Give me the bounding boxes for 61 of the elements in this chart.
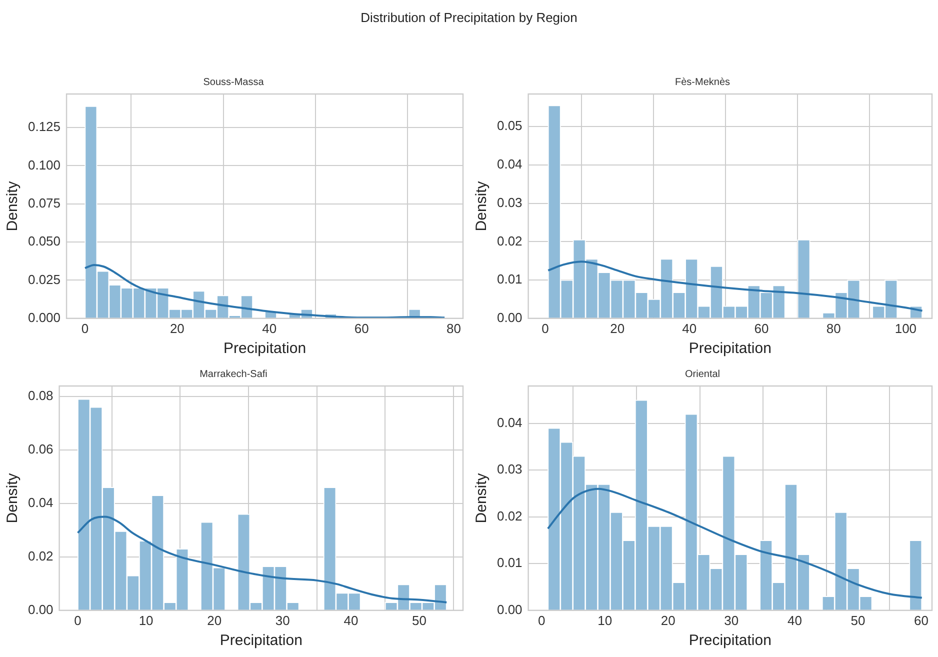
x-tick-label: 40	[262, 320, 277, 336]
y-tick-label: 0.00	[496, 310, 522, 325]
x-tick-label: 40	[344, 612, 358, 628]
y-tick-label: 0.03	[496, 462, 522, 477]
y-axis-title: Density	[473, 472, 490, 524]
y-tick-label: 0.08	[28, 388, 54, 404]
x-tick-label: 0	[81, 320, 89, 336]
y-tick-label: 0.04	[496, 414, 522, 430]
y-tick-label: 0.075	[28, 195, 61, 210]
x-axis-title: Precipitation	[220, 632, 302, 650]
chart-title: Marrakech-Safi	[200, 368, 268, 380]
y-tick-label: 0.04	[496, 156, 522, 172]
x-tick-label: 10	[598, 612, 612, 628]
x-tick-label: 30	[724, 612, 739, 628]
x-tick-label: 20	[610, 320, 625, 336]
x-tick-label: 20	[170, 320, 184, 336]
y-tick-label: 0.02	[496, 233, 522, 248]
x-tick-label: 20	[660, 612, 676, 628]
x-tick-label: 100	[894, 320, 917, 336]
line-series	[84, 264, 446, 318]
x-tick-label: 0	[538, 612, 546, 628]
y-axis-title: Density	[473, 180, 490, 232]
x-tick-label: 60	[754, 320, 769, 336]
x-tick-label: 50	[412, 612, 427, 628]
x-tick-label: 30	[275, 612, 290, 628]
y-tick-label: 0.02	[496, 508, 522, 524]
y-tick-label: 0.02	[28, 548, 54, 564]
x-axis-title: Precipitation	[688, 632, 772, 650]
y-tick-label: 0.01	[496, 272, 522, 287]
y-tick-label: 0.05	[496, 118, 522, 134]
x-tick-label: 20	[207, 612, 222, 628]
line-series	[546, 488, 923, 599]
x-tick-label: 10	[138, 612, 154, 628]
y-tick-label: 0.000	[28, 310, 61, 325]
y-tick-label: 0.100	[28, 157, 61, 172]
y-axis-title: Density	[4, 180, 22, 232]
x-axis-title: Precipitation	[688, 340, 772, 358]
x-axis-title: Precipitation	[223, 340, 306, 358]
y-tick-label: 0.01	[496, 555, 522, 570]
y-tick-label: 0.00	[496, 602, 522, 617]
y-tick-label: 0.03	[496, 194, 522, 210]
y-tick-label: 0.00	[28, 602, 54, 617]
chart-title: Oriental	[684, 368, 720, 380]
x-tick-label: 40	[682, 320, 697, 336]
y-tick-label: 0.025	[28, 272, 61, 287]
x-tick-label: 60	[354, 320, 369, 336]
x-tick-label: 60	[914, 612, 928, 628]
x-tick-label: 0	[74, 612, 82, 628]
x-tick-label: 50	[850, 612, 866, 628]
y-tick-label: 0.050	[28, 234, 61, 249]
chart-title: Souss-Massa	[203, 76, 264, 88]
chart-title: Fès-Meknès	[674, 76, 730, 88]
y-tick-label: 0.06	[28, 442, 54, 456]
x-tick-label: 40	[787, 612, 802, 628]
y-tick-label: 0.125	[28, 119, 61, 134]
y-axis-title: Density	[4, 472, 22, 524]
x-tick-label: 80	[826, 320, 841, 336]
text: Distribution of Precipitation by Region	[360, 10, 578, 25]
x-tick-label: 0	[542, 320, 549, 336]
x-tick-label: 80	[446, 320, 462, 336]
y-tick-label: 0.04	[28, 494, 54, 510]
